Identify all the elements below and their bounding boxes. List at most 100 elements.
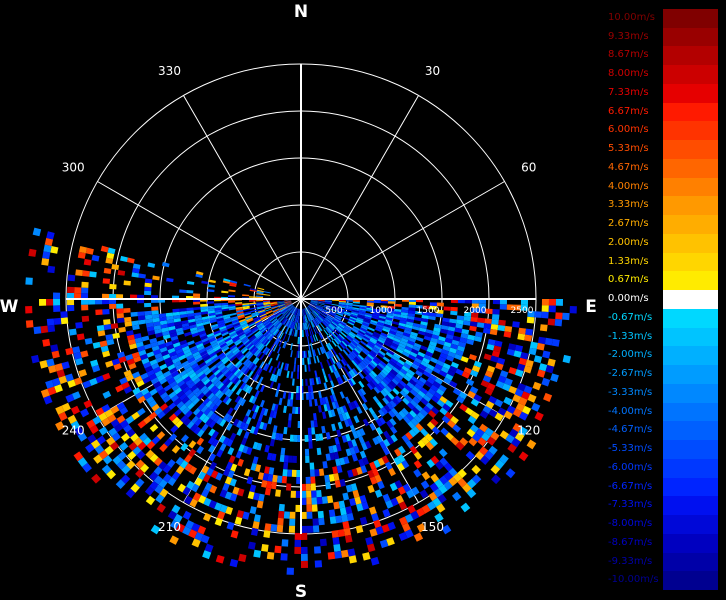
velocity-cell [543,392,553,402]
velocity-cell [251,364,258,372]
velocity-cell [275,312,282,318]
velocity-cell [410,363,419,371]
colorbar-swatch [663,533,718,553]
velocity-cell [373,459,381,469]
angle-label: 240 [62,424,85,438]
velocity-cell [304,315,308,323]
velocity-cell [229,355,237,362]
colorbar-swatch [663,9,718,28]
velocity-cell [214,307,222,311]
velocity-cell [303,308,306,316]
velocity-cell [144,290,152,296]
colorbar-label: -6.00m/s [608,461,653,473]
velocity-cell [387,521,396,531]
velocity-cell [179,289,187,293]
velocity-cell [241,337,249,344]
velocity-cell [184,388,193,397]
velocity-cell [416,523,427,533]
velocity-cell [308,357,312,365]
velocity-cell [121,381,130,390]
velocity-cell [199,332,207,338]
velocity-cell [173,360,182,368]
velocity-cell [111,432,121,442]
velocity-cell [438,356,447,363]
velocity-cell [334,337,341,344]
velocity-cell [407,369,416,377]
velocity-cell [290,350,293,358]
velocity-cell [305,392,309,400]
velocity-cell [324,318,331,324]
velocity-cell [338,305,346,309]
velocity-cell [298,322,300,330]
velocity-cell [106,338,115,346]
velocity-cell [236,309,244,313]
velocity-cell [56,369,66,378]
velocity-cell [82,270,90,277]
velocity-cell [264,306,272,309]
velocity-cell [293,322,297,330]
velocity-cell [290,328,293,336]
velocity-cell [229,332,237,338]
velocity-cell [150,341,159,348]
velocity-cell [354,496,362,505]
velocity-cell [284,319,289,326]
velocity-cell [457,478,467,488]
velocity-cell [381,523,390,533]
velocity-cell [254,464,262,473]
velocity-cell [296,315,298,323]
velocity-cell [191,415,200,424]
velocity-cell [95,299,103,305]
velocity-cell [104,445,114,456]
velocity-cell [471,299,479,304]
velocity-cell [437,339,445,346]
velocity-cell [221,290,229,294]
velocity-cell [167,322,175,328]
velocity-cell [284,301,292,303]
velocity-cell [256,306,265,310]
velocity-cell [263,319,270,325]
velocity-cell [134,375,143,383]
velocity-cell [473,393,483,402]
velocity-cell [111,358,121,366]
colorbar-entry: 4.67m/s [606,158,718,178]
velocity-cell [330,357,336,365]
velocity-cell [137,294,145,299]
velocity-cell [301,525,308,533]
velocity-cell [81,287,89,294]
polar-axes-overlay [66,64,536,534]
velocity-cell [223,335,231,341]
velocity-cell [160,323,168,329]
velocity-cell [337,529,345,538]
velocity-cell [70,420,81,430]
velocity-cell [148,411,158,420]
velocity-cell [326,315,333,321]
velocity-cell [430,418,439,427]
velocity-cell [200,311,209,315]
velocity-cell [244,315,252,319]
velocity-cell [203,407,212,416]
velocity-cell [287,420,292,428]
velocity-cell [303,322,306,330]
velocity-cell [224,476,233,485]
velocity-cell [289,511,296,519]
velocity-cell [375,375,383,383]
velocity-cell [389,328,398,333]
velocity-cell [349,351,357,359]
velocity-cell [154,328,162,335]
velocity-cell [100,345,109,353]
velocity-cell [231,347,239,354]
velocity-cell [407,340,415,346]
velocity-cell [338,323,345,329]
velocity-cell [464,311,472,317]
colorbar-label: 10.00m/s [608,12,655,23]
velocity-cell [301,308,303,316]
velocity-cell [527,310,535,318]
velocity-cell [260,407,266,416]
velocity-cell [406,318,415,323]
velocity-cell [346,334,354,341]
velocity-cell [226,422,233,431]
velocity-cell [434,512,444,523]
colorbar-swatch [663,252,718,272]
velocity-cell [329,310,337,314]
velocity-cell [89,377,98,386]
